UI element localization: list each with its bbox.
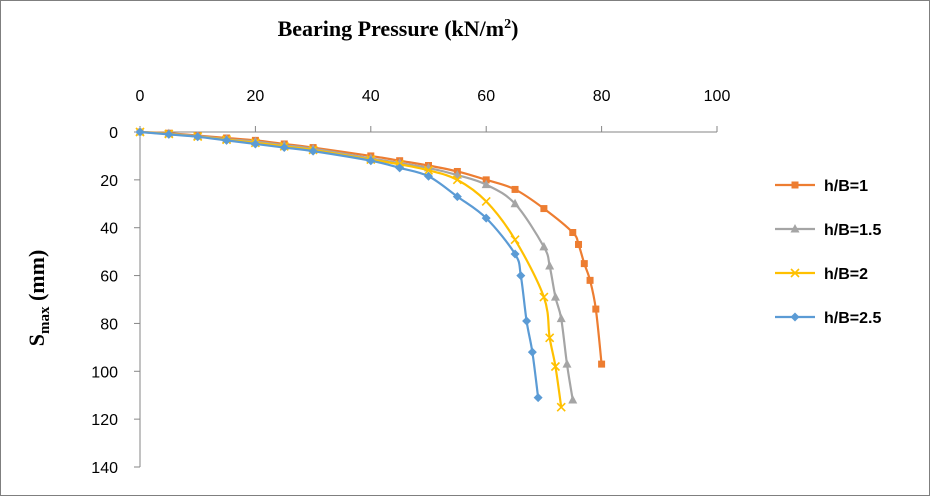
series-4	[135, 127, 543, 403]
data-point	[598, 360, 606, 368]
data-point	[250, 139, 260, 149]
data-point	[586, 276, 594, 284]
y-tick-label: 0	[109, 125, 118, 142]
x-tick-label: 0	[136, 88, 145, 105]
data-point	[308, 146, 318, 156]
data-point	[222, 135, 232, 145]
x-tick-label: 100	[704, 88, 731, 105]
data-point	[550, 361, 561, 372]
data-point	[452, 175, 462, 185]
series-2	[135, 127, 578, 404]
data-point	[452, 170, 462, 179]
y-tick-label: 20	[100, 173, 118, 190]
data-point	[569, 229, 577, 236]
series-line	[139, 130, 540, 398]
legend-marker	[790, 312, 800, 322]
x-tick-label: 40	[362, 88, 380, 105]
x-tick-label: 80	[593, 88, 611, 105]
y-tick-label: 140	[91, 460, 118, 477]
legend-item: h/B=2.5	[775, 310, 881, 327]
data-point	[539, 292, 549, 302]
data-point	[540, 205, 548, 213]
legend-item: h/B=1	[775, 178, 868, 195]
legend-marker	[791, 181, 799, 189]
legend-item: h/B=2	[775, 266, 868, 283]
y-tick-label: 40	[100, 221, 118, 238]
data-point	[481, 213, 491, 223]
data-point	[366, 156, 376, 166]
legend-marker	[790, 268, 800, 278]
series-line	[139, 130, 563, 408]
y-tick-label: 80	[100, 316, 118, 333]
data-point	[527, 347, 537, 357]
y-axis-label-subscript: max	[37, 306, 53, 334]
legend-marker	[790, 224, 800, 233]
data-point	[545, 261, 555, 270]
data-point	[575, 240, 583, 248]
legend-label: h/B=1	[824, 178, 868, 195]
data-point	[424, 171, 433, 181]
data-point	[481, 196, 491, 206]
y-tick-label: 60	[100, 269, 118, 286]
data-point	[556, 313, 566, 323]
y-tick-label: 120	[91, 412, 118, 429]
x-tick-label: 20	[247, 88, 265, 105]
y-axis-label: Smax (mm)	[24, 250, 53, 347]
chart-title-end: )	[511, 16, 518, 41]
data-point	[550, 292, 560, 301]
x-tick-label: 60	[477, 88, 495, 105]
legend-label: h/B=2	[824, 266, 868, 283]
data-point	[510, 198, 520, 208]
data-point	[135, 127, 145, 137]
legend-label: h/B=2.5	[824, 310, 881, 327]
data-point	[510, 235, 520, 245]
data-point	[481, 179, 491, 189]
data-point	[522, 316, 532, 326]
chart-title: Bearing Pressure (kN/m2)	[278, 16, 519, 41]
legend-label: h/B=1.5	[824, 222, 881, 239]
data-point	[556, 402, 566, 412]
legend-item: h/B=1.5	[775, 222, 881, 239]
data-point	[562, 359, 572, 368]
data-point	[193, 132, 203, 142]
data-point	[510, 249, 520, 259]
plot-area	[135, 127, 606, 412]
data-point	[279, 143, 289, 153]
data-point	[516, 271, 526, 281]
data-point	[164, 129, 174, 139]
series-line	[139, 130, 603, 365]
y-axis-label-rest: (mm)	[24, 250, 49, 307]
y-tick-label: 100	[91, 364, 118, 381]
data-point	[395, 163, 405, 173]
axes: 0 20 40 60 80 100 0 20 40 60 80 100 120 140	[91, 88, 730, 477]
data-point	[452, 192, 462, 202]
data-point	[580, 260, 588, 268]
series-line	[139, 130, 574, 401]
data-point	[423, 165, 434, 175]
data-point	[545, 333, 555, 343]
data-point	[511, 185, 519, 193]
chart-title-superscript: 2	[504, 17, 511, 32]
series-3	[135, 127, 566, 412]
data-point	[568, 395, 578, 404]
data-point	[539, 241, 549, 251]
legend: h/B=1 h/B=1.5 h/B=2 h/B=2.5	[775, 178, 881, 327]
data-point	[533, 393, 543, 403]
data-point	[592, 305, 600, 313]
